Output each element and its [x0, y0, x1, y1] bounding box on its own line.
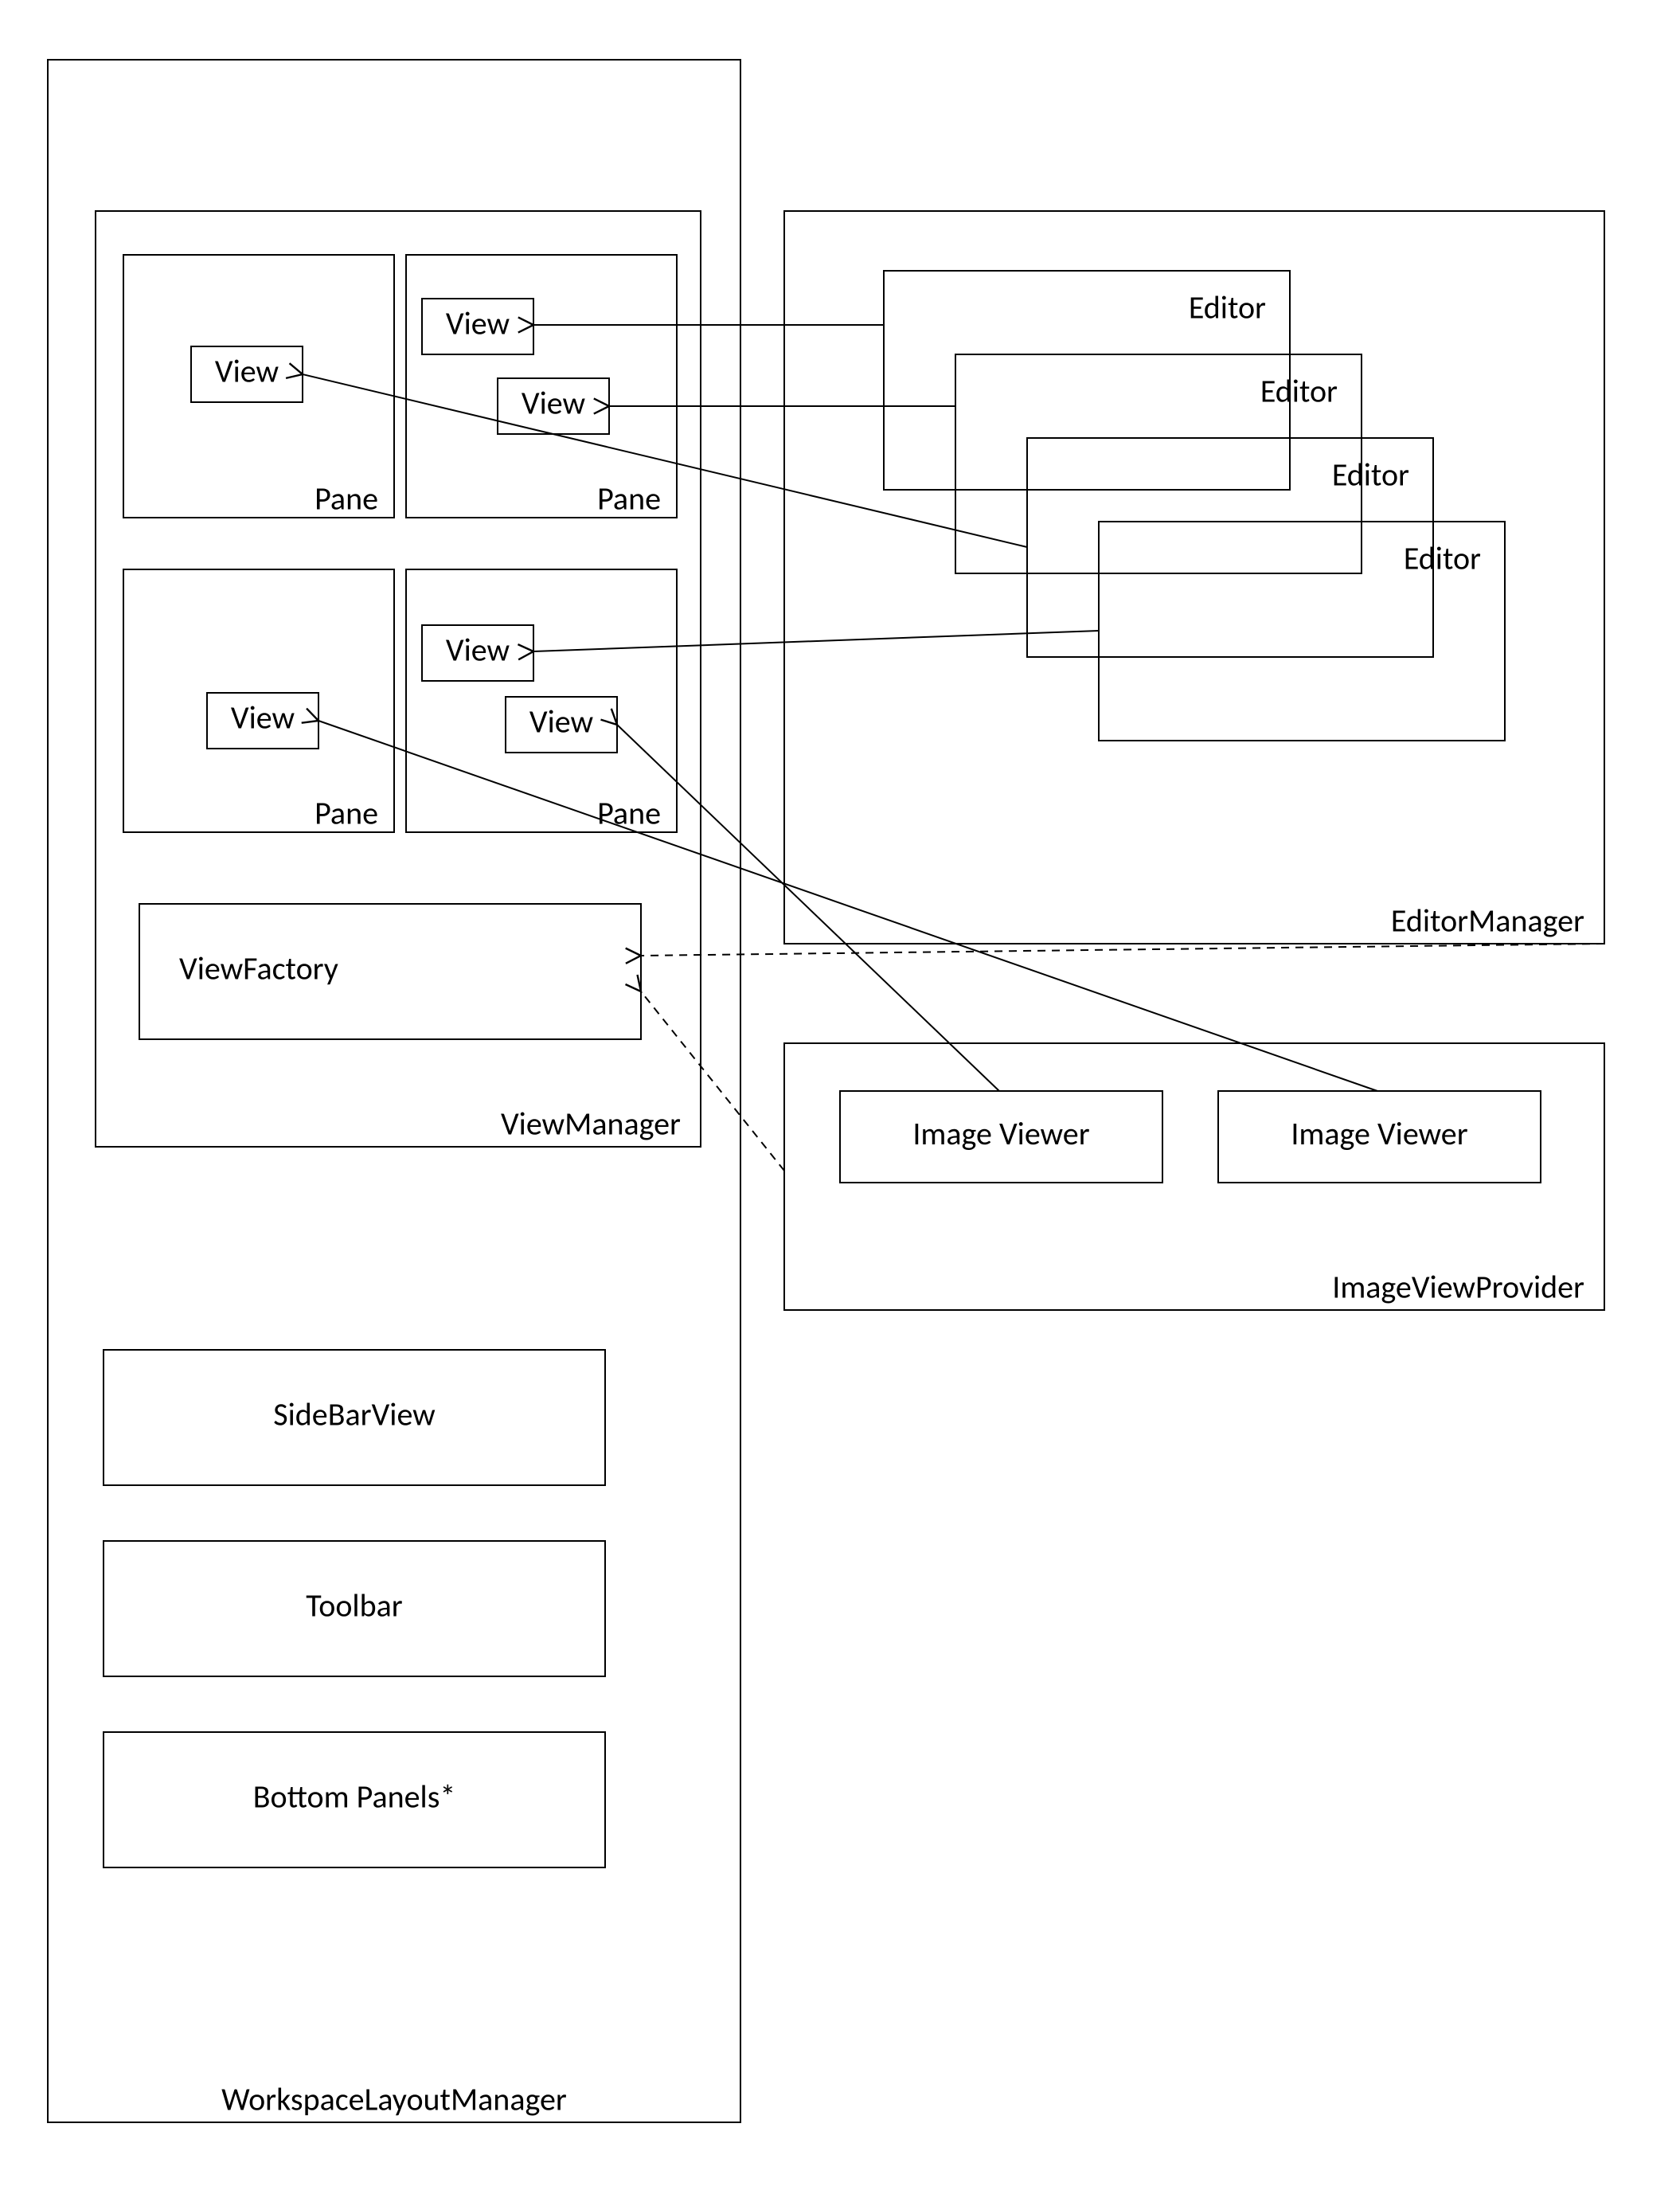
- node-pane3-label: Pane: [315, 794, 378, 833]
- edge-to-view3: [318, 721, 1377, 1091]
- edge-to-view1: [303, 374, 1027, 547]
- node-viewmanager-rect: [96, 211, 701, 1147]
- node-pane4-rect: [406, 569, 677, 832]
- node-editor2: Editor: [955, 354, 1362, 573]
- node-pane2-label: Pane: [597, 479, 661, 518]
- node-editor3: Editor: [1027, 438, 1433, 657]
- node-view4b-label: View: [529, 702, 594, 741]
- node-view2a-label: View: [446, 304, 510, 343]
- node-pane4-label: Pane: [597, 794, 661, 833]
- node-pane4: Pane: [406, 569, 677, 833]
- edge-to-view4b: [617, 725, 999, 1091]
- node-view4a-label: View: [446, 631, 510, 670]
- node-pane1-label: Pane: [315, 479, 378, 518]
- nodes-layer: WorkspaceLayoutManager ViewManager Pane Pan…: [48, 60, 1604, 2122]
- edge-to-viewfactory-from-editormanager: [641, 944, 1604, 956]
- node-viewmanager-label: ViewManager: [501, 1105, 681, 1144]
- node-imageviewer2-label: Image Viewer: [1291, 1114, 1467, 1153]
- node-editor2-label: Editor: [1260, 372, 1338, 411]
- node-bottompanels-label: Bottom Panels*: [253, 1777, 456, 1817]
- node-editor4-label: Editor: [1404, 539, 1481, 578]
- node-view4a: View: [422, 625, 533, 681]
- node-workspace-label: WorkspaceLayoutManager: [221, 2080, 567, 2119]
- node-imageviewer1: Image Viewer: [840, 1091, 1162, 1183]
- edge-to-viewfactory-from-imageprovider: [641, 991, 784, 1171]
- architecture-diagram: WorkspaceLayoutManager ViewManager Pane Pan…: [0, 0, 1680, 2190]
- node-imageprovider-label: ImageViewProvider: [1332, 1268, 1584, 1307]
- node-imageviewer2: Image Viewer: [1218, 1091, 1541, 1183]
- node-imageprovider: ImageViewProvider: [784, 1043, 1604, 1310]
- node-editor4: Editor: [1099, 522, 1505, 741]
- edge-to-view4a: [533, 631, 1099, 651]
- node-view2b: View: [498, 378, 609, 434]
- node-view3-label: View: [231, 698, 295, 737]
- node-imageviewer1-label: Image Viewer: [912, 1114, 1089, 1153]
- node-view1: View: [191, 346, 303, 402]
- node-view4b: View: [506, 697, 617, 753]
- node-editormanager-label: EditorManager: [1391, 901, 1584, 941]
- node-bottompanels: Bottom Panels*: [104, 1732, 605, 1867]
- node-viewfactory-label: ViewFactory: [179, 949, 338, 988]
- node-toolbar: Toolbar: [104, 1541, 605, 1676]
- node-viewmanager: ViewManager: [96, 211, 701, 1147]
- node-view1-label: View: [215, 352, 279, 391]
- node-view2b-label: View: [522, 384, 586, 423]
- node-sidebarview-label: SideBarView: [273, 1395, 436, 1434]
- node-editor1-label: Editor: [1189, 288, 1266, 327]
- node-view2a: View: [422, 299, 533, 354]
- node-view3: View: [207, 693, 318, 749]
- node-sidebarview: SideBarView: [104, 1350, 605, 1485]
- node-viewfactory: ViewFactory: [139, 904, 641, 1039]
- node-toolbar-label: Toolbar: [306, 1586, 402, 1625]
- node-editor3-label: Editor: [1332, 456, 1409, 495]
- node-editor1: Editor: [884, 271, 1290, 490]
